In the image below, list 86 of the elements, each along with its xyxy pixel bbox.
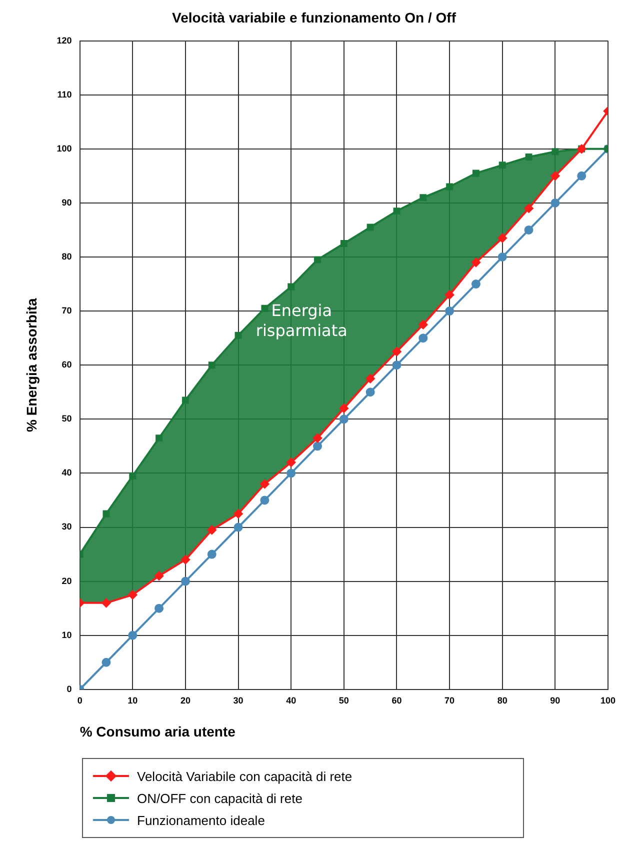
- y-tick-label: 110: [57, 89, 72, 100]
- y-tick-label: 120: [56, 35, 72, 46]
- point: [154, 604, 164, 613]
- point: [418, 334, 428, 343]
- y-axis-title: % Energia assorbita: [23, 298, 40, 432]
- point: [445, 290, 454, 300]
- point: [102, 510, 110, 518]
- point: [392, 360, 402, 370]
- x-tick-label: 80: [497, 695, 508, 706]
- y-tick-label: 20: [62, 576, 72, 586]
- point: [286, 458, 296, 467]
- point: [366, 374, 375, 384]
- annotation: Energia risparmiata: [256, 301, 348, 340]
- point: [207, 550, 216, 559]
- point: [128, 590, 138, 600]
- point: [418, 320, 428, 330]
- point: [180, 555, 190, 564]
- point: [182, 396, 189, 404]
- point: [524, 204, 534, 213]
- point: [234, 522, 243, 532]
- point: [366, 388, 375, 397]
- point: [524, 225, 534, 234]
- point: [288, 283, 295, 290]
- y-tick-label: 70: [62, 306, 72, 316]
- point: [261, 304, 268, 312]
- point: [446, 183, 454, 190]
- point: [339, 404, 348, 413]
- point: [498, 252, 507, 262]
- point: [234, 332, 242, 339]
- x-tick-label: 70: [444, 695, 455, 706]
- x-tick-label: 20: [180, 695, 190, 706]
- point: [577, 171, 586, 180]
- chart-title: Velocità variabile e funzionamento On / Off: [172, 9, 456, 26]
- point: [313, 442, 322, 451]
- point: [525, 154, 532, 160]
- point: [393, 208, 400, 215]
- x-axis-title: % Consumo aria utente: [80, 723, 236, 740]
- point: [234, 509, 243, 518]
- x-tick-label: 30: [233, 695, 244, 706]
- legend-label: Velocità Variabile con capacità di rete: [137, 768, 352, 784]
- x-tick-label: 60: [392, 695, 402, 706]
- point: [550, 171, 560, 180]
- y-tick-label: 40: [62, 468, 72, 478]
- x-tick-label: 0: [77, 695, 82, 706]
- point: [498, 234, 507, 243]
- y-tick-label: 60: [62, 360, 72, 370]
- point: [260, 480, 270, 489]
- y-tick-label: 90: [62, 197, 72, 208]
- point: [472, 170, 480, 177]
- point: [102, 658, 111, 667]
- point: [128, 630, 138, 640]
- point: [552, 148, 559, 156]
- point: [208, 362, 216, 369]
- point: [314, 256, 321, 264]
- x-tick-label: 100: [600, 695, 616, 706]
- point: [156, 434, 163, 442]
- y-tick-label: 80: [62, 251, 72, 262]
- point: [129, 472, 136, 480]
- x-tick-label: 90: [550, 695, 560, 706]
- point: [392, 347, 402, 356]
- x-tick-label: 40: [286, 695, 296, 706]
- legend-label: ON/OFF con capacità di rete: [137, 790, 302, 806]
- point: [313, 434, 322, 443]
- point: [180, 576, 190, 586]
- y-tick-label: 10: [62, 630, 72, 640]
- y-tick-label: 30: [62, 522, 72, 532]
- x-tick-label: 10: [128, 695, 138, 706]
- point: [102, 598, 111, 608]
- point: [471, 280, 480, 289]
- point: [471, 258, 480, 267]
- point: [339, 414, 348, 424]
- point: [366, 224, 374, 231]
- point: [420, 194, 427, 202]
- point: [550, 198, 560, 208]
- y-tick-label: 50: [62, 414, 72, 424]
- point: [340, 240, 348, 247]
- point: [445, 306, 454, 316]
- point: [154, 571, 164, 580]
- y-tick-label: 100: [56, 143, 72, 154]
- point: [498, 162, 506, 169]
- point: [207, 525, 216, 534]
- legend-label: Funzionamento ideale: [137, 812, 265, 828]
- x-tick-label: 50: [338, 695, 349, 706]
- point: [260, 496, 270, 505]
- y-tick-label: 0: [66, 684, 72, 694]
- point: [286, 468, 296, 478]
